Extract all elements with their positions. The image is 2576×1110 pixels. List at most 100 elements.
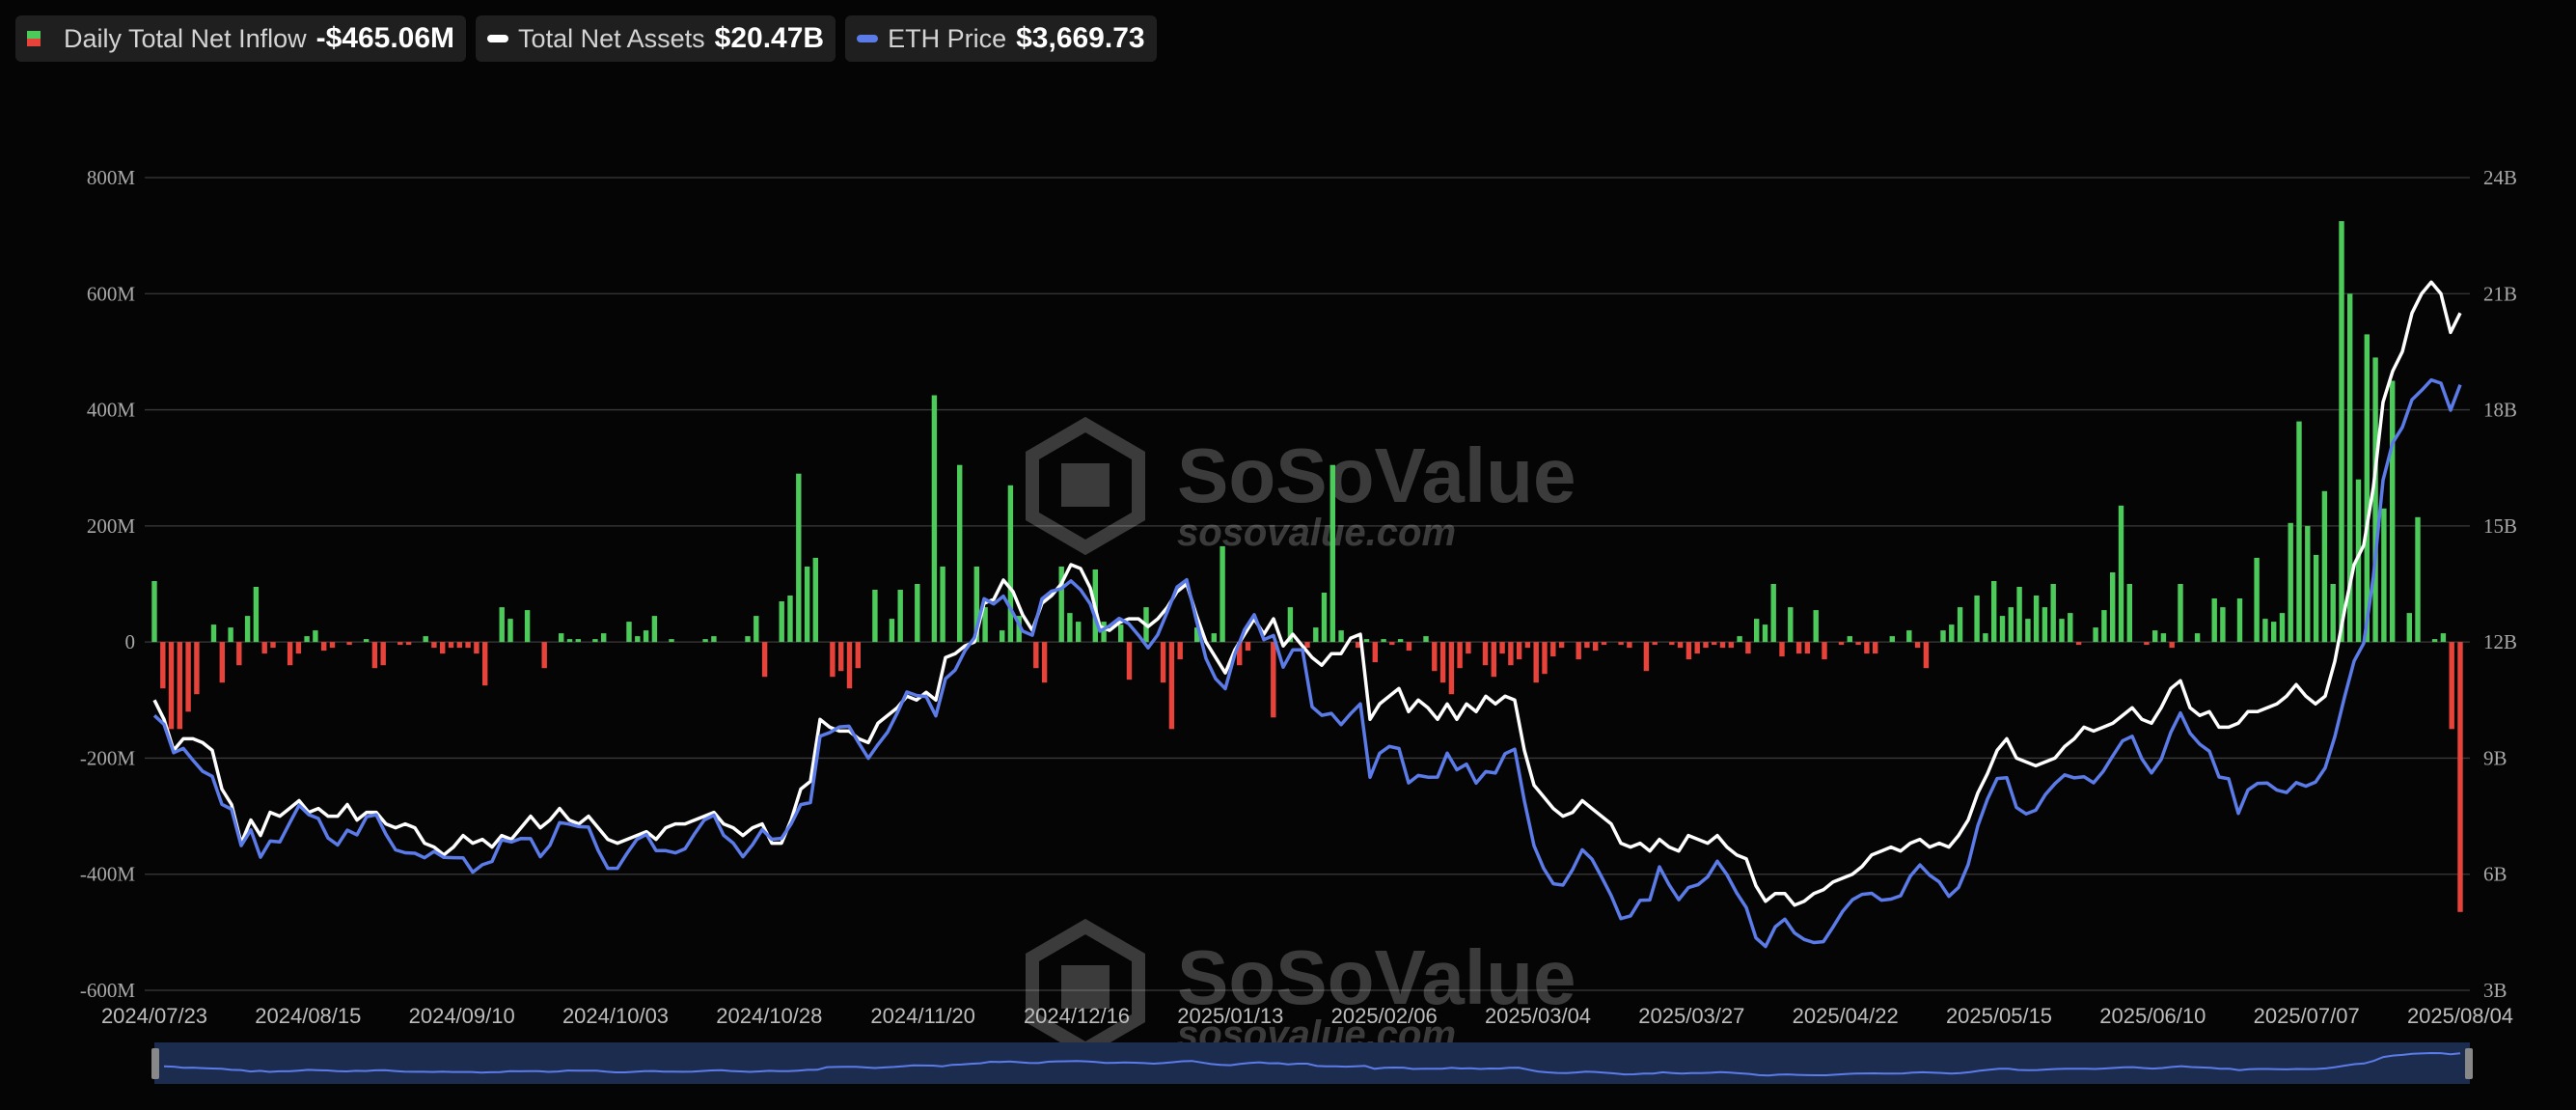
y-axis-left: 800M 600M 400M 200M 0 -200M -400M -600M [80,166,135,1002]
inflow-bar [915,584,920,643]
inflow-bar [1949,624,1955,643]
inflow-bar [1076,622,1082,643]
inflow-bar [2372,357,2378,643]
inflow-bar [2390,380,2396,643]
inflow-bar [2330,584,2336,643]
inflow-bar [2296,421,2302,643]
inflow-bar [1356,642,1361,649]
inflow-bar [1685,642,1692,660]
inflow-bar [1855,642,1861,646]
x-tick-label: 2025/03/27 [1638,1004,1744,1028]
legend: Daily Total Net Inflow -$465.06M Total N… [15,15,1157,62]
inflow-bar [1271,642,1276,718]
inflow-bar [160,642,166,689]
inflow-bar [329,642,336,649]
inflow-bar [219,642,225,683]
inflow-bar [1126,642,1133,680]
inflow-bar [830,642,836,678]
inflow-bar [1745,642,1751,654]
inflow-bar [1719,642,1726,649]
inflow-bar [1177,642,1183,660]
inflow-bar [1457,642,1463,669]
inflow-bar [1728,642,1734,649]
inflow-bar [2016,587,2022,643]
inflow-bar [559,633,564,643]
inflow-bar [626,622,632,643]
inflow-bar [1033,642,1039,669]
inflow-bar [1041,642,1048,683]
inflow-bar [304,636,310,643]
inflow-bar [2457,642,2463,912]
inflow-bar [1669,642,1675,646]
inflow-bar [1804,642,1811,654]
inflow-bar [1058,567,1064,643]
legend-daily-net-inflow[interactable]: Daily Total Net Inflow -$465.06M [15,15,467,62]
inflow-bar [194,642,200,695]
inflow-bar [524,610,531,643]
inflow-bar [2279,613,2286,643]
watermark-logo-icon [1026,918,1145,1058]
inflow-bar [2321,490,2328,643]
inflow-bar [931,395,938,643]
inflow-bar [2075,642,2082,646]
inflow-bar [474,642,480,654]
navigator-left-handle[interactable] [151,1048,159,1079]
inflow-bar [423,636,428,643]
inflow-bar [1712,642,1717,646]
inflow-bar [796,473,802,643]
inflow-bar [1822,642,1827,660]
inflow-bar [1940,630,1946,643]
inflow-swatch-icon [27,31,41,46]
inflow-bar [321,642,327,652]
inflow-bar [261,642,267,654]
inflow-bar [1194,627,1200,643]
y2-tick-label: 12B [2483,630,2517,653]
y-tick-label: 600M [87,282,136,305]
inflow-bar [2008,607,2014,643]
x-tick-label: 2025/04/22 [1793,1004,1899,1028]
inflow-bar [2305,525,2311,643]
inflow-bar [448,642,454,649]
inflow-bar [1338,630,1344,643]
inflow-bar [973,567,979,643]
inflow-bar [1287,607,1294,643]
inflow-bar [2101,610,2107,643]
legend-eth-price[interactable]: ETH Price $3,669.73 [845,15,1157,62]
inflow-bar [2110,572,2116,643]
inflow-bar [957,464,963,643]
inflow-bar [1389,642,1395,646]
y2-tick-label: 6B [2483,863,2507,886]
inflow-bar [1516,642,1522,660]
inflow-bar [745,636,751,643]
inflow-bar [897,590,903,643]
inflow-bar [1703,642,1709,649]
inflow-bar [1788,607,1794,643]
inflow-bar [1974,596,1980,643]
y2-tick-label: 21B [2483,282,2517,305]
watermark-bottom: SoSoValue sosovalue.com [1026,918,1576,1058]
inflow-bar [1558,642,1565,649]
inflow-bar [2364,334,2370,643]
inflow-bar [151,581,157,643]
legend-total-net-assets[interactable]: Total Net Assets $20.47B [476,15,836,62]
navigator-right-handle[interactable] [2465,1048,2473,1079]
inflow-bar [2271,622,2277,643]
inflow-bar [440,642,446,654]
x-tick-label: 2025/02/06 [1331,1004,1438,1028]
inflow-bar [456,642,462,649]
y2-tick-label: 9B [2483,746,2507,769]
inflow-bar [2254,557,2260,643]
inflow-bar [1770,584,1776,643]
inflow-bar [431,642,437,649]
range-navigator[interactable] [151,1042,2473,1084]
inflow-bar [1168,642,1175,730]
inflow-bar [1795,642,1802,654]
inflow-bar [1381,639,1386,643]
inflow-bar [1067,613,1073,643]
inflow-bar [1737,636,1742,643]
inflow-bar [499,607,505,643]
inflow-bar [2415,516,2421,643]
inflow-bar [2042,607,2048,643]
inflow-bar [779,601,784,643]
inflow-bar [872,590,878,643]
